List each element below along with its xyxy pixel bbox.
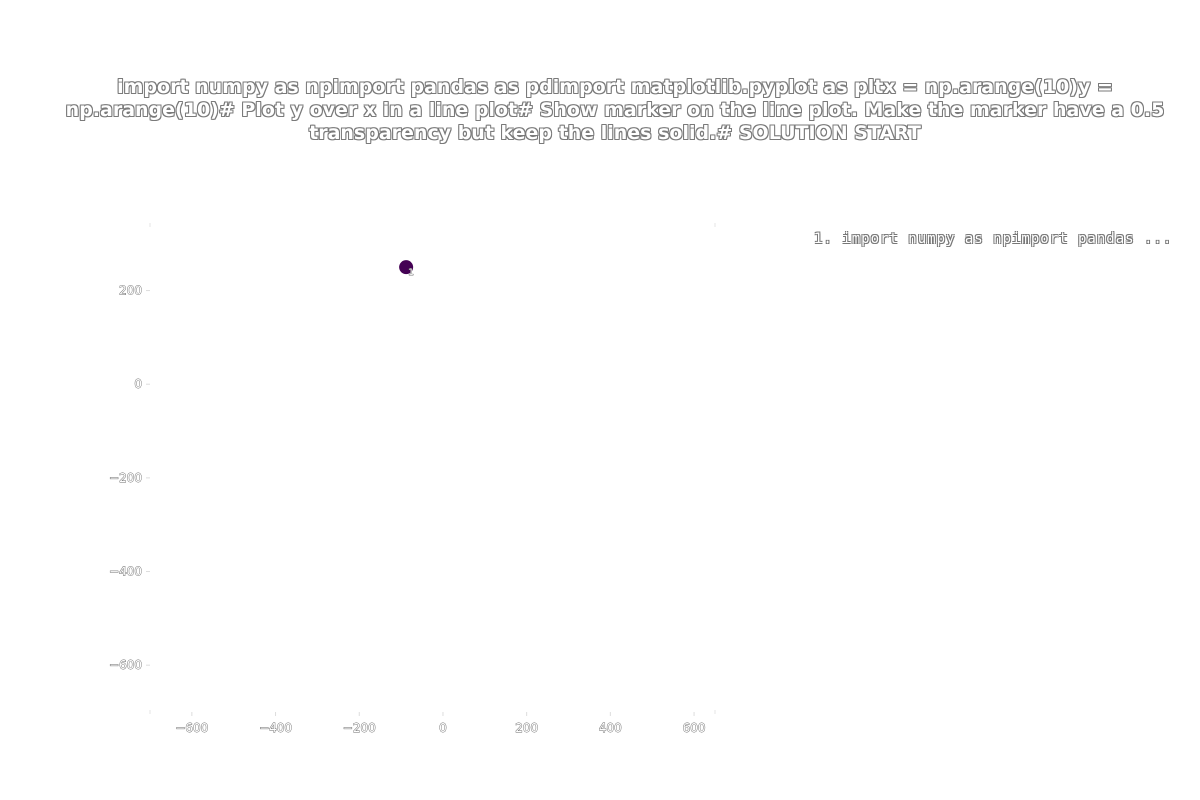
x-tick-label: 400 — [599, 721, 622, 735]
y-tick-label: −400 — [109, 565, 142, 579]
y-tick-label: −600 — [109, 658, 142, 672]
y-axis: 200 0 −200 −400 −600 — [109, 283, 150, 673]
axes-frame — [149, 223, 716, 714]
y-tick-label: −200 — [109, 471, 142, 485]
legend-entry: 1. import numpy as npimport pandas ... — [814, 231, 1173, 247]
y-tick-label: 0 — [134, 377, 142, 391]
x-tick-label: −200 — [343, 721, 376, 735]
x-tick-label: 200 — [515, 721, 538, 735]
x-tick-label: −600 — [175, 721, 208, 735]
y-tick-label: 200 — [119, 284, 142, 298]
data-points: 1 — [399, 260, 414, 279]
chart-title: import numpy as npimport pandas as pdimp… — [65, 76, 1165, 144]
x-tick-label: −400 — [259, 721, 292, 735]
data-point-label: 1 — [408, 268, 414, 278]
x-tick-label: 0 — [439, 721, 447, 735]
x-axis: −600 −400 −200 0 200 400 600 — [175, 712, 706, 735]
x-tick-label: 600 — [683, 721, 706, 735]
data-point — [399, 260, 414, 275]
